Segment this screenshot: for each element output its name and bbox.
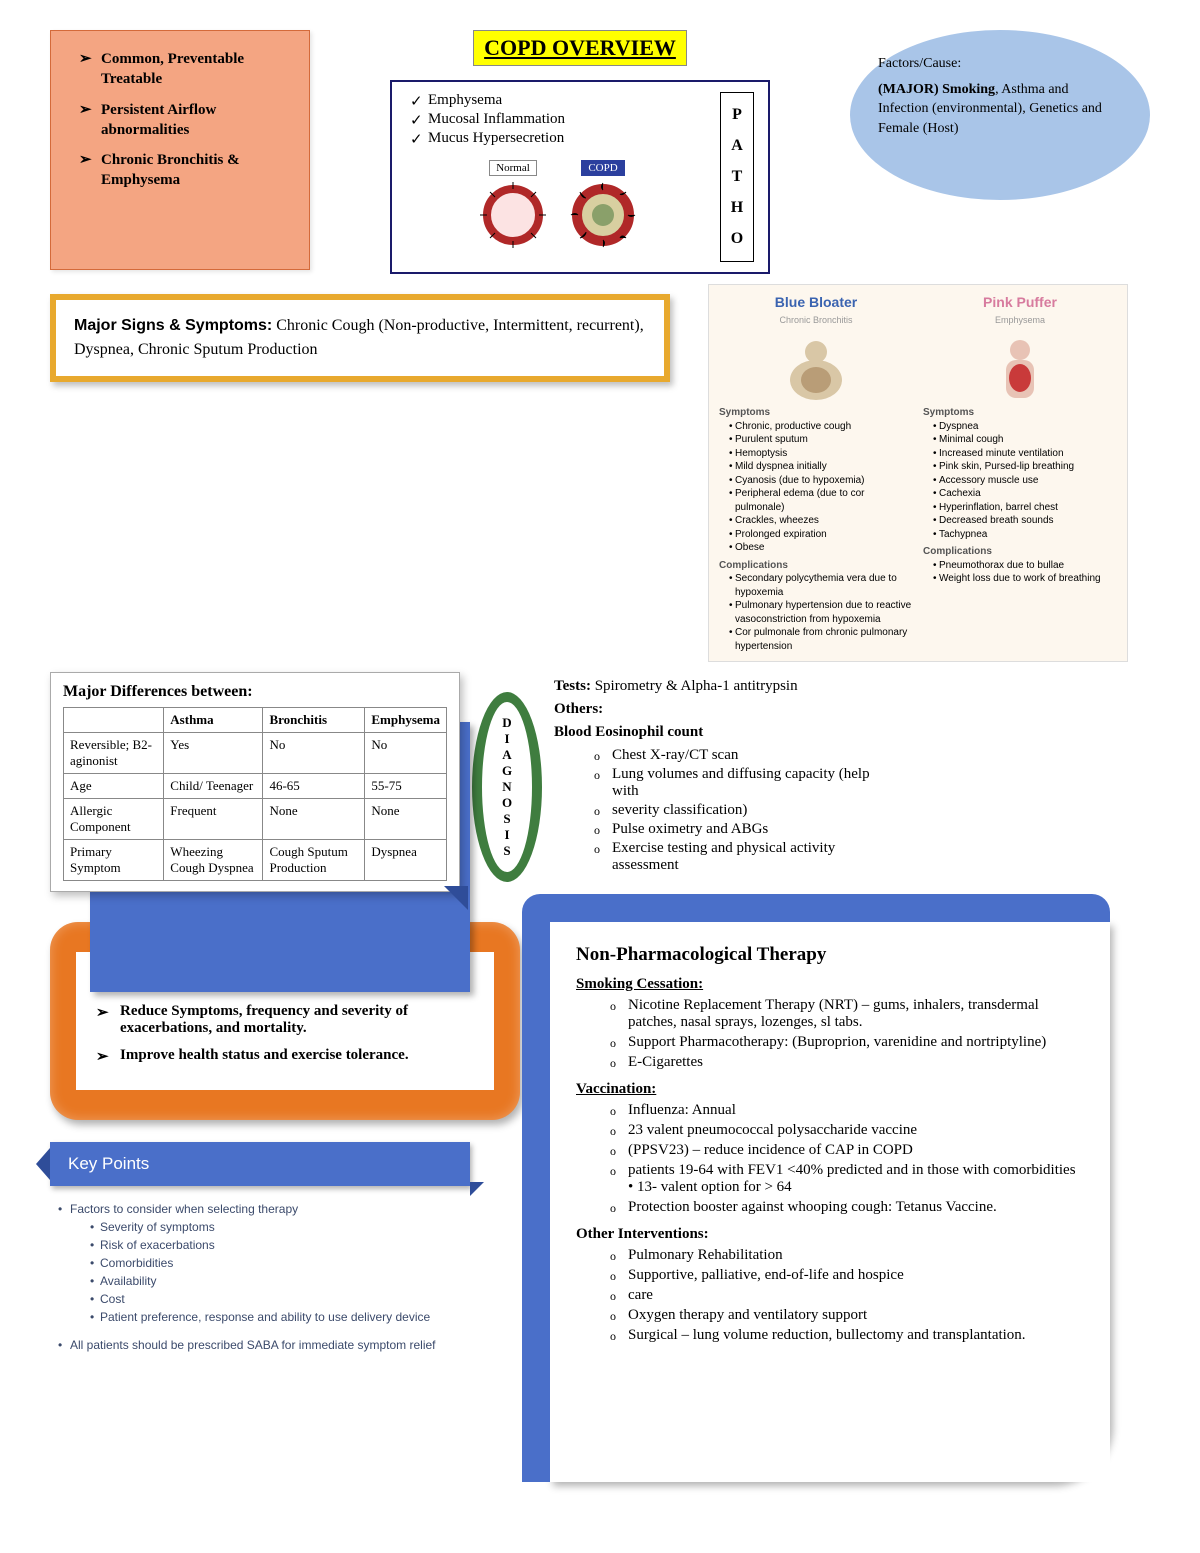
diff-col-header xyxy=(64,708,164,733)
nonpharm-item: E-Cigarettes xyxy=(610,1054,1084,1071)
table-row: Reversible; B2-aginonistYesNoNo xyxy=(64,733,447,774)
kp-sub-item: Cost xyxy=(90,1292,512,1306)
pp-symptom: Cachexia xyxy=(933,487,1117,501)
pp-symptom: Decreased breath sounds xyxy=(933,514,1117,528)
copd-airway-icon xyxy=(568,180,638,250)
bb-complication: Secondary polycythemia vera due to hypox… xyxy=(729,572,913,599)
nonpharm-item: (PPSV23) – reduce incidence of CAP in CO… xyxy=(610,1142,1084,1159)
goal-item: Improve health status and exercise toler… xyxy=(96,1047,474,1064)
nonpharm-item: Influenza: Annual xyxy=(610,1102,1084,1119)
patho-frame: Emphysema Mucosal Inflammation Mucus Hyp… xyxy=(390,80,770,274)
kp-footer: All patients should be prescribed SABA f… xyxy=(58,1338,512,1352)
bb-complication: Pulmonary hypertension due to reactive v… xyxy=(729,599,913,626)
table-row: Allergic ComponentFrequentNoneNone xyxy=(64,799,447,840)
diagnosis-item: Exercise testing and physical activity a… xyxy=(594,840,894,874)
kp-lead: Factors to consider when selecting thera… xyxy=(58,1202,512,1324)
normal-airway-icon xyxy=(478,180,548,250)
nonpharm-item: 23 valent pneumococcal polysaccharide va… xyxy=(610,1122,1084,1139)
pp-symptom: Increased minute ventilation xyxy=(933,447,1117,461)
bb-symptom: Peripheral edema (due to cor pulmonale) xyxy=(729,487,913,514)
diagnosis-vertical-oval: DI AG NO SI S xyxy=(472,692,542,882)
nonpharm-item: Protection booster against whooping coug… xyxy=(610,1199,1084,1216)
patho-item: Mucus Hypersecretion xyxy=(406,130,710,147)
diagnosis-text: Tests: Spirometry & Alpha-1 antitrypsin … xyxy=(554,678,894,876)
pp-symptom: Accessory muscle use xyxy=(933,474,1117,488)
pink-puffer-icon xyxy=(980,334,1060,400)
diff-col-header: Bronchitis xyxy=(263,708,365,733)
kp-sub-item: Risk of exacerbations xyxy=(90,1238,512,1252)
diagnosis-item: Lung volumes and diffusing capacity (hel… xyxy=(594,766,894,800)
diff-col-header: Asthma xyxy=(164,708,263,733)
overview-bullet: Common, Preventable Treatable xyxy=(79,49,287,90)
blue-bloater-icon xyxy=(776,334,856,400)
nonpharm-title: Non-Pharmacological Therapy xyxy=(576,944,1084,966)
bb-symptom: Crackles, wheezes xyxy=(729,514,913,528)
normal-label: Normal xyxy=(489,160,537,176)
table-row: AgeChild/ Teenager46-6555-75 xyxy=(64,774,447,799)
bb-symptom: Chronic, productive cough xyxy=(729,420,913,434)
kp-sub-item: Severity of symptoms xyxy=(90,1220,512,1234)
copd-label: COPD xyxy=(581,160,624,176)
nonpharm-item: Surgical – lung volume reduction, bullec… xyxy=(610,1327,1084,1344)
diff-col-header: Emphysema xyxy=(365,708,447,733)
nonpharm-item: patients 19-64 with FEV1 <40% predicted … xyxy=(610,1162,1084,1196)
overview-bullet: Chronic Bronchitis & Emphysema xyxy=(79,150,287,191)
pp-symptom: Minimal cough xyxy=(933,433,1117,447)
bb-symptom: Prolonged expiration xyxy=(729,528,913,542)
diagnosis-item: Pulse oximetry and ABGs xyxy=(594,821,894,838)
blue-bloater-pink-puffer-card: Blue Bloater Chronic Bronchitis Symptoms… xyxy=(708,284,1128,662)
overview-bullet: Persistent Airflow abnormalities xyxy=(79,100,287,141)
nonpharm-item: Pulmonary Rehabilitation xyxy=(610,1247,1084,1264)
bb-title: Blue Bloater xyxy=(719,293,913,312)
bb-symptom: Hemoptysis xyxy=(729,447,913,461)
pp-symptom: Tachypnea xyxy=(933,528,1117,542)
nonpharm-item: Nicotine Replacement Therapy (NRT) – gum… xyxy=(610,997,1084,1031)
patho-item: Mucosal Inflammation xyxy=(406,111,710,128)
bb-symptom: Obese xyxy=(729,541,913,555)
kp-sub-item: Comorbidities xyxy=(90,1256,512,1270)
differences-table-wrap: Major Differences between: AsthmaBronchi… xyxy=(50,672,460,892)
diagnosis-item: Chest X-ray/CT scan xyxy=(594,747,894,764)
bb-symptom: Cyanosis (due to hypoxemia) xyxy=(729,474,913,488)
nonpharm-item: Oxygen therapy and ventilatory support xyxy=(610,1307,1084,1324)
pp-title: Pink Puffer xyxy=(923,293,1117,312)
nonpharm-item: care xyxy=(610,1287,1084,1304)
bb-symptom: Mild dyspnea initially xyxy=(729,460,913,474)
center-header: COPD OVERVIEW Emphysema Mucosal Inflamma… xyxy=(330,30,830,274)
overview-bullets-box: Common, Preventable Treatable Persistent… xyxy=(50,30,310,270)
diff-title: Major Differences between: xyxy=(63,683,447,701)
factors-head: Factors/Cause: xyxy=(878,54,1122,74)
goal-item: Reduce Symptoms, frequency and severity … xyxy=(96,1003,474,1037)
pp-complication: Weight loss due to work of breathing xyxy=(933,572,1117,586)
kp-sub-item: Availability xyxy=(90,1274,512,1288)
factors-ellipse: Factors/Cause: (MAJOR) Smoking, Asthma a… xyxy=(850,30,1150,200)
key-points-section: Key Points Factors to consider when sele… xyxy=(50,1142,520,1352)
pp-symptom: Dyspnea xyxy=(933,420,1117,434)
bb-complication: Cor pulmonale from chronic pulmonary hyp… xyxy=(729,626,913,653)
nonpharm-frame: Non-Pharmacological Therapy Smoking Cess… xyxy=(550,922,1110,1482)
signs-symptoms-box: Major Signs & Symptoms: Chronic Cough (N… xyxy=(50,294,670,382)
differences-table: AsthmaBronchitisEmphysema Reversible; B2… xyxy=(63,707,447,881)
patho-item: Emphysema xyxy=(406,92,710,109)
nonpharm-item: Support Pharmacotherapy: (Buproprion, va… xyxy=(610,1034,1084,1051)
kp-sub-item: Patient preference, response and ability… xyxy=(90,1310,512,1324)
bb-symptom: Purulent sputum xyxy=(729,433,913,447)
pp-complication: Pneumothorax due to bullae xyxy=(933,559,1117,573)
table-row: Primary SymptomWheezing Cough DyspneaCou… xyxy=(64,840,447,881)
diagnosis-item: severity classification) xyxy=(594,802,894,819)
nonpharm-item: Supportive, palliative, end-of-life and … xyxy=(610,1267,1084,1284)
patho-vertical-label: PA TH O xyxy=(720,92,754,262)
pp-symptom: Hyperinflation, barrel chest xyxy=(933,501,1117,515)
page-title: COPD OVERVIEW xyxy=(473,30,687,66)
key-points-banner: Key Points xyxy=(50,1142,470,1186)
pp-symptom: Pink skin, Pursed-lip breathing xyxy=(933,460,1117,474)
